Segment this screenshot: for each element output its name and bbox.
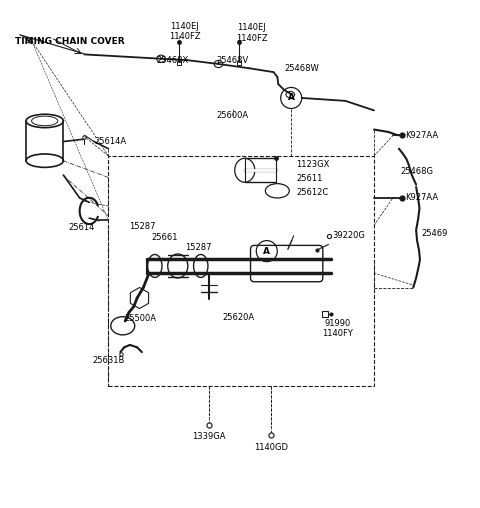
Text: A: A [264, 246, 270, 256]
Text: 1123GX: 1123GX [297, 161, 330, 170]
Text: 25468X: 25468X [157, 56, 189, 65]
Text: 25620A: 25620A [223, 313, 254, 322]
Text: 1140GD: 1140GD [254, 443, 288, 452]
Text: 25614: 25614 [68, 223, 94, 232]
Text: 25612C: 25612C [297, 188, 329, 197]
Text: K927AA: K927AA [405, 193, 438, 202]
Text: 25468G: 25468G [401, 167, 434, 176]
Text: 25611: 25611 [297, 174, 323, 183]
Text: 1140EJ
1140FZ: 1140EJ 1140FZ [169, 22, 201, 41]
Text: 15287: 15287 [185, 243, 211, 252]
Text: K927AA: K927AA [405, 131, 438, 140]
Text: 91990: 91990 [324, 319, 350, 328]
Text: 15287: 15287 [129, 222, 155, 231]
Bar [108, 156, 374, 386]
Text: 25469: 25469 [421, 229, 447, 238]
Text: 1339GA: 1339GA [192, 432, 226, 441]
Text: 1140EJ
1140FZ: 1140EJ 1140FZ [236, 23, 268, 43]
Text: TIMING CHAIN COVER: TIMING CHAIN COVER [15, 37, 125, 46]
Text: 39220G: 39220G [332, 231, 365, 240]
Text: A: A [288, 93, 295, 103]
Text: 25600A: 25600A [217, 111, 249, 120]
Text: 25500A: 25500A [124, 314, 156, 323]
Text: 25661: 25661 [151, 233, 178, 242]
Text: 25468W: 25468W [285, 64, 319, 73]
Text: 1140FY: 1140FY [322, 329, 353, 338]
Text: 25614A: 25614A [94, 137, 126, 146]
Text: 25631B: 25631B [92, 356, 125, 365]
Text: 25468V: 25468V [216, 56, 249, 65]
